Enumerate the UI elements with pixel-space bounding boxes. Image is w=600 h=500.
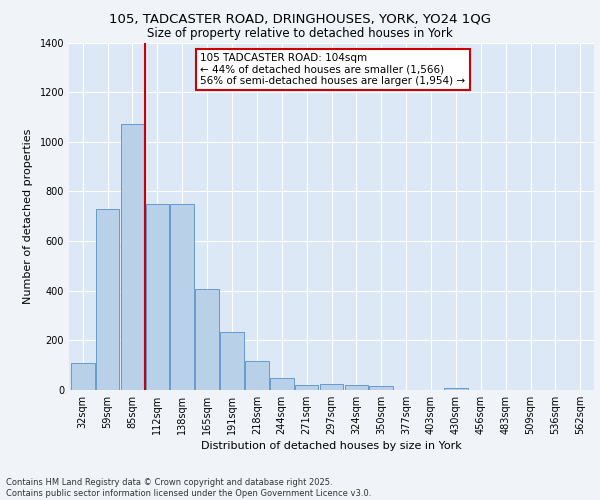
X-axis label: Distribution of detached houses by size in York: Distribution of detached houses by size … [201,441,462,451]
Text: 105, TADCASTER ROAD, DRINGHOUSES, YORK, YO24 1QG: 105, TADCASTER ROAD, DRINGHOUSES, YORK, … [109,12,491,26]
Bar [295,385,319,390]
Bar [344,385,368,390]
Bar [370,386,393,390]
Bar [195,290,219,390]
Bar [170,204,194,390]
Y-axis label: Number of detached properties: Number of detached properties [23,128,32,304]
Text: 105 TADCASTER ROAD: 104sqm
← 44% of detached houses are smaller (1,566)
56% of s: 105 TADCASTER ROAD: 104sqm ← 44% of deta… [200,53,466,86]
Text: Size of property relative to detached houses in York: Size of property relative to detached ho… [147,28,453,40]
Bar [121,124,144,390]
Bar [270,378,293,390]
Bar [146,204,169,390]
Bar [71,362,95,390]
Bar [444,388,468,390]
Bar [245,362,269,390]
Bar [96,209,119,390]
Text: Contains HM Land Registry data © Crown copyright and database right 2025.
Contai: Contains HM Land Registry data © Crown c… [6,478,371,498]
Bar [220,332,244,390]
Bar [320,384,343,390]
